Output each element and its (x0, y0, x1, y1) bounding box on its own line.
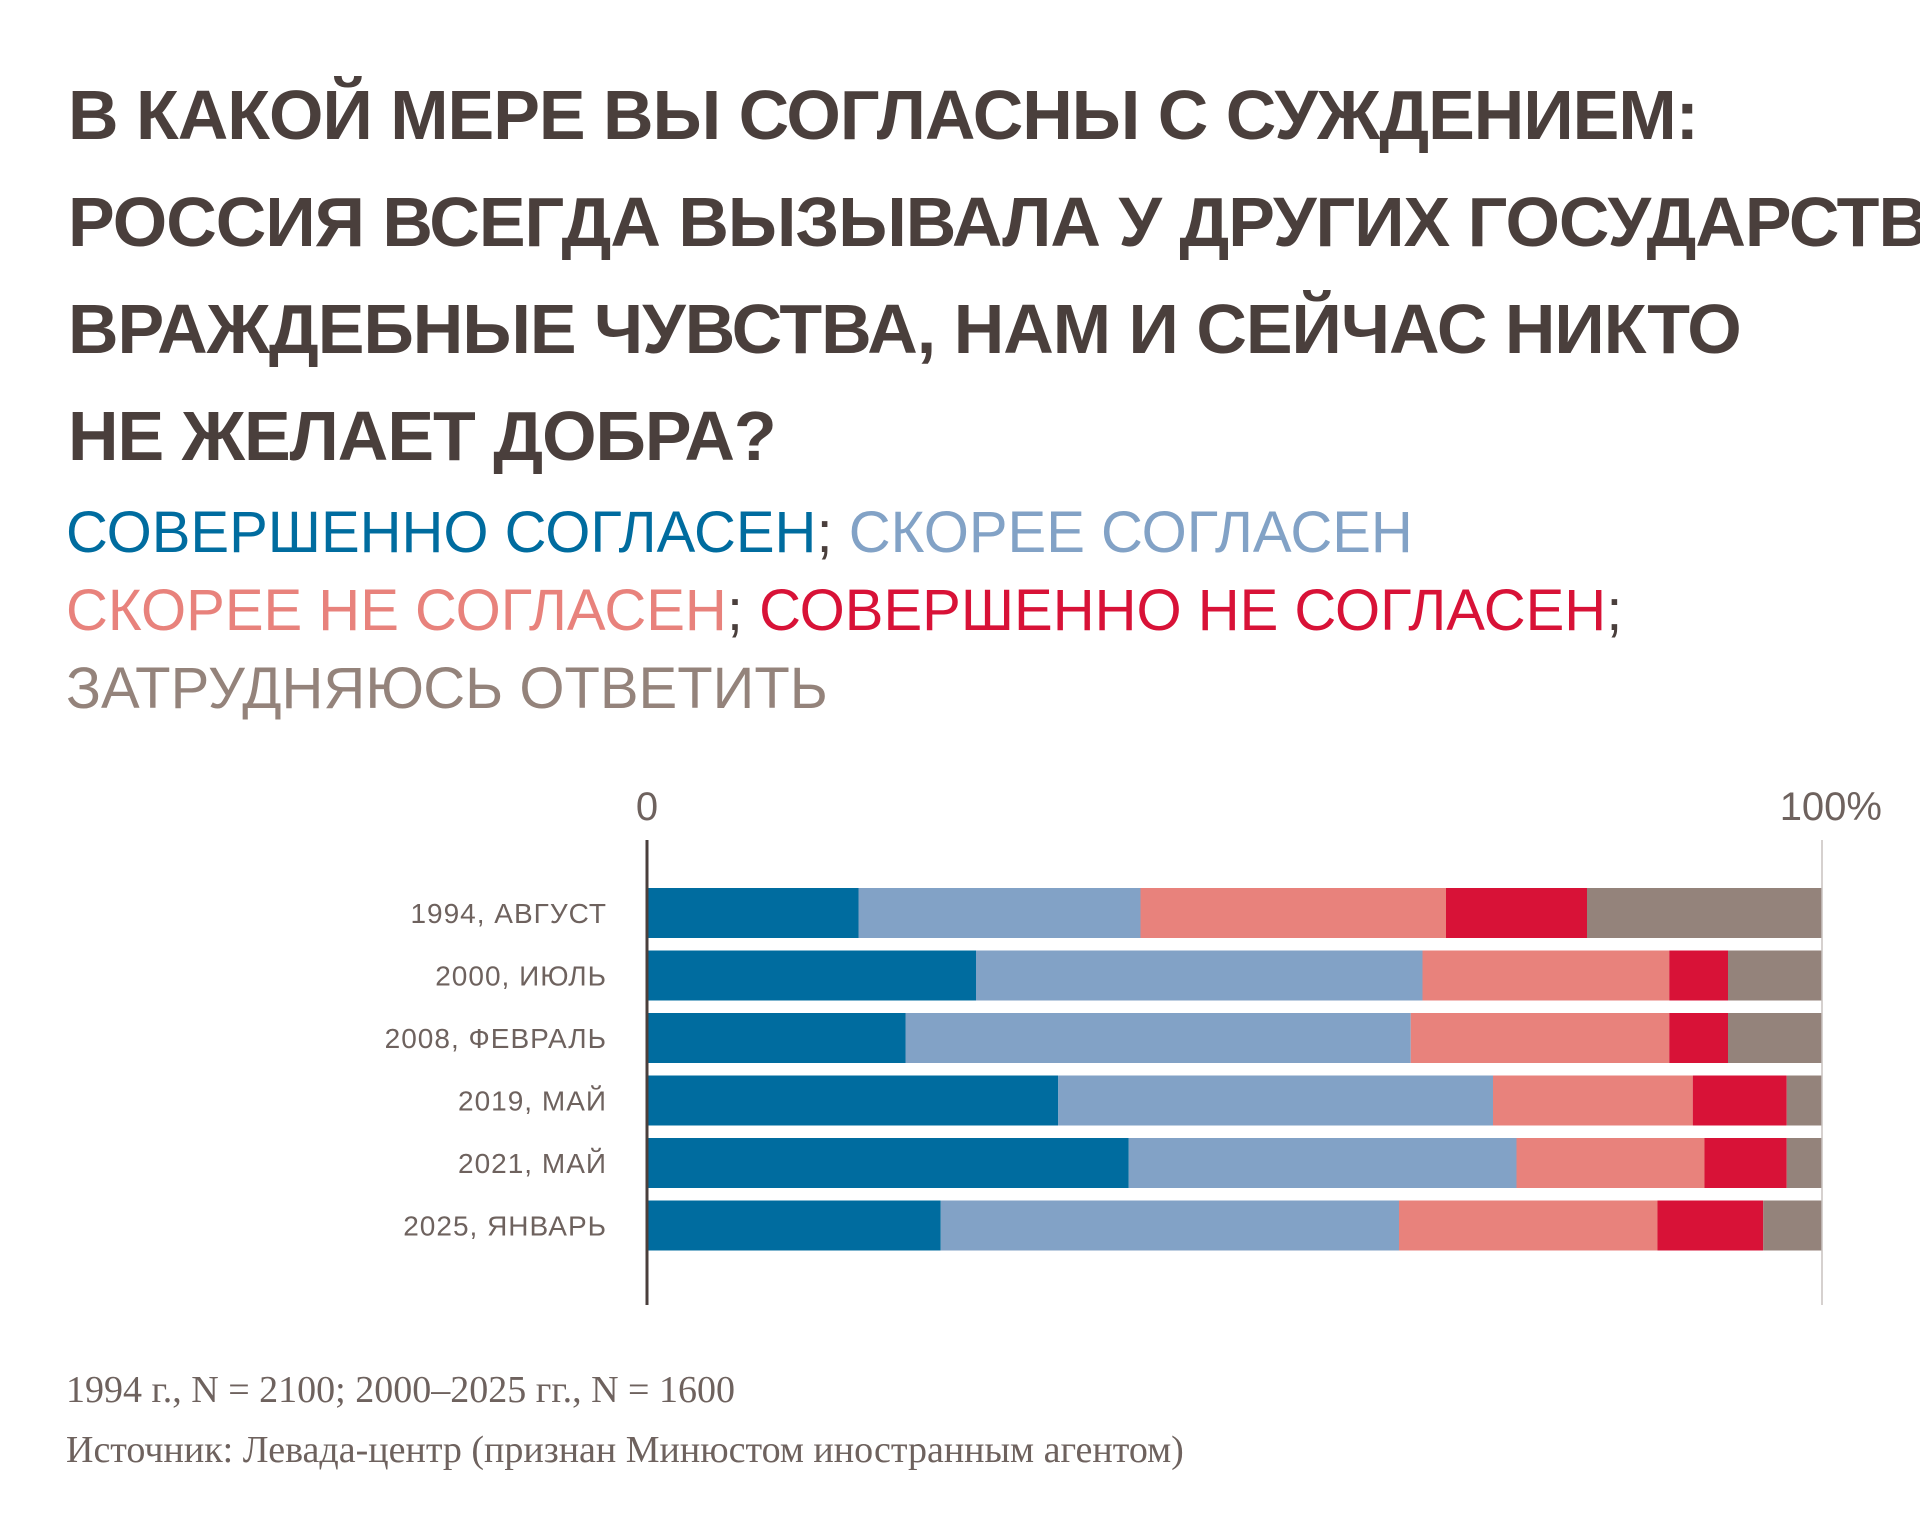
category-label: 2021, МАЙ (458, 1148, 607, 1179)
legend-separator: ; (726, 578, 743, 643)
bar-segment (858, 888, 1141, 938)
bar-segment (1704, 1138, 1787, 1188)
category-label: 2019, МАЙ (458, 1086, 607, 1117)
bar-segment (1410, 1013, 1670, 1063)
bar-segment (905, 1013, 1411, 1063)
bar-segment (1728, 1013, 1822, 1063)
bar-segment (1728, 950, 1822, 1001)
bar-segment (647, 888, 859, 938)
title-line: В КАКОЙ МЕРЕ ВЫ СОГЛАСНЫ С СУЖДЕНИЕМ: (68, 76, 1699, 154)
category-label: 1994, АВГУСТ (410, 898, 607, 929)
chart-notes: 1994 г., N = 2100; 2000–2025 гг., N = 16… (66, 1360, 1184, 1480)
legend-item-hard-to-say: ЗАТРУДНЯЮСЬ ОТВЕТИТЬ (66, 656, 828, 721)
bar-segment (976, 950, 1423, 1001)
title-line: ВРАЖДЕБНЫЕ ЧУВСТВА, НАМ И СЕЙЧАС НИКТО (68, 290, 1742, 368)
x-tick-label-0: 0 (636, 785, 658, 829)
bar-segment (1692, 1075, 1787, 1126)
title-line: РОССИЯ ВСЕГДА ВЫЗЫВАЛА У ДРУГИХ ГОСУДАРС… (68, 183, 1920, 261)
legend-row: СОВЕРШЕННО СОГЛАСЕН; СКОРЕЕ СОГЛАСЕН (66, 494, 1866, 572)
bar-segment (1058, 1075, 1493, 1126)
bar-segment (1786, 1138, 1822, 1188)
legend-item-rather-agree: СКОРЕЕ СОГЛАСЕН (848, 500, 1413, 565)
bar-segment (1786, 1075, 1822, 1126)
bar-segment (1669, 950, 1728, 1001)
legend: СОВЕРШЕННО СОГЛАСЕН; СКОРЕЕ СОГЛАСЕН СКО… (66, 494, 1866, 728)
bar-segment (1128, 1138, 1517, 1188)
bar-segment (1516, 1138, 1705, 1188)
bar-segment (647, 950, 976, 1001)
category-label: 2000, ИЮЛЬ (435, 961, 607, 992)
bar-segment (1446, 888, 1587, 938)
legend-separator: ; (816, 500, 833, 565)
legend-row: СКОРЕЕ НЕ СОГЛАСЕН; СОВЕРШЕННО НЕ СОГЛАС… (66, 572, 1866, 650)
chart-title: В КАКОЙ МЕРЕ ВЫ СОГЛАСНЫ С СУЖДЕНИЕМ: РО… (68, 62, 1920, 490)
legend-item-strongly-disagree: СОВЕРШЕННО НЕ СОГЛАСЕН (759, 578, 1607, 643)
bar-segment (1493, 1075, 1693, 1126)
bar-segment (647, 1138, 1129, 1188)
legend-separator: ; (1606, 578, 1623, 643)
legend-item-strongly-agree: СОВЕРШЕННО СОГЛАСЕН (66, 500, 817, 565)
category-label: 2008, ФЕВРАЛЬ (385, 1023, 607, 1054)
bar-segment (647, 1075, 1059, 1126)
bar-segment (1587, 888, 1822, 938)
title-line: НЕ ЖЕЛАЕТ ДОБРА? (68, 397, 777, 475)
bar-segment (647, 1200, 941, 1251)
source-note: Источник: Левада-центр (признан Минюстом… (66, 1429, 1184, 1471)
stacked-bar-chart: 0 100% 1994, АВГУСТ 2000, ИЮЛЬ 2008, ФЕВРАЛЬ… (385, 785, 1882, 1305)
bar-segment (1657, 1200, 1764, 1251)
bar-segment (647, 1013, 906, 1063)
bar-segment (1399, 1200, 1658, 1251)
x-tick-label-100: 100% (1780, 785, 1882, 829)
bar-segment (1763, 1200, 1822, 1251)
category-label: 2025, ЯНВАРЬ (403, 1211, 607, 1242)
bar-segment (1140, 888, 1446, 938)
bar-segment (940, 1200, 1399, 1251)
bar-segment (1422, 950, 1670, 1001)
sample-note: 1994 г., N = 2100; 2000–2025 гг., N = 16… (66, 1369, 735, 1411)
legend-row: ЗАТРУДНЯЮСЬ ОТВЕТИТЬ (66, 650, 1866, 728)
legend-item-rather-disagree: СКОРЕЕ НЕ СОГЛАСЕН (66, 578, 727, 643)
bar-segment (1669, 1013, 1728, 1063)
